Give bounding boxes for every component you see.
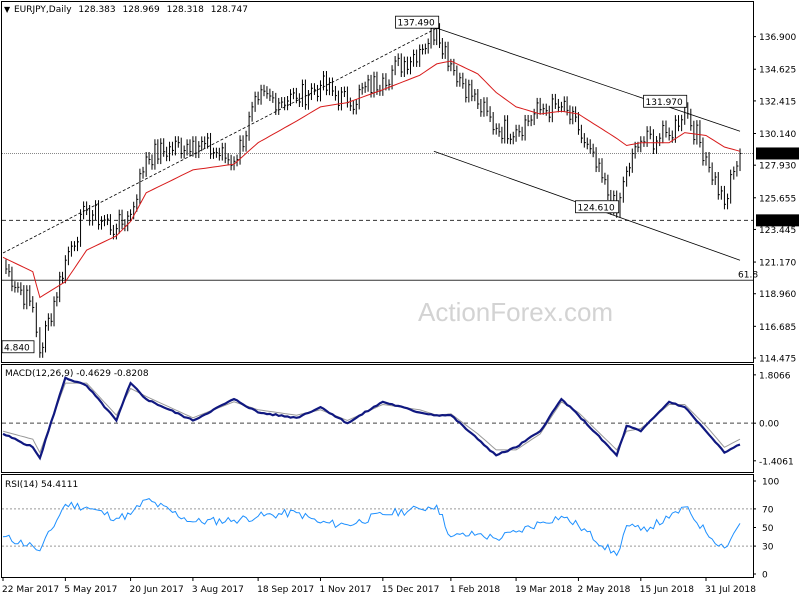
moving-average-line xyxy=(2,60,741,299)
annotation-label: 137.490 xyxy=(398,19,435,29)
annotation-label: 4.840 xyxy=(4,343,30,353)
rsi-tick-label: 50 xyxy=(762,524,774,534)
annotation-box xyxy=(395,15,440,29)
fib-level-label: 61.8 xyxy=(738,270,758,280)
support-level-label: 124.080 xyxy=(759,217,796,227)
price-tick-label: 114.475 xyxy=(759,355,796,365)
rsi-title: RSI(14) 54.4111 xyxy=(5,480,78,490)
macd-tick-label: 1.8066 xyxy=(759,371,791,381)
date-tick-label: 1 Feb 2018 xyxy=(450,585,501,595)
price-tick-label: 136.900 xyxy=(759,33,796,43)
price-panel xyxy=(1,1,754,363)
svg-text:EURJPY,Daily 128.383 1: EURJPY,Daily 128.383 128.969 128.318 128… xyxy=(14,5,248,15)
current-price-label-box xyxy=(756,147,799,160)
ohlc-bars xyxy=(5,23,742,358)
low-value: 128.318 xyxy=(167,5,204,15)
macd-tick-label: 0.00 xyxy=(759,420,779,430)
price-annotation: 124.610 xyxy=(575,200,620,214)
annotation-box xyxy=(575,200,620,214)
price-tick-label: 125.655 xyxy=(759,194,796,204)
annotation-box xyxy=(643,94,688,108)
annotation-label: 124.610 xyxy=(578,203,615,213)
price-tick-label: 123.445 xyxy=(759,226,796,236)
macd-title: MACD(12,26,9) -0.4629 -0.8208 xyxy=(5,369,149,379)
current-price-label: 128.747 xyxy=(759,150,796,160)
date-tick-label: 3 Aug 2017 xyxy=(192,585,244,595)
high-value: 128.969 xyxy=(123,5,160,15)
price-tick-label: 118.960 xyxy=(759,290,796,300)
rsi-tick-label: 0 xyxy=(762,571,768,581)
trendline xyxy=(436,27,741,132)
close-value: 128.747 xyxy=(211,5,248,15)
price-annotation: 137.490 xyxy=(395,15,440,29)
date-tick-label: 31 Jul 2018 xyxy=(705,585,756,595)
watermark: ActionForex.com xyxy=(418,297,613,327)
macd-line xyxy=(2,376,741,461)
date-tick-label: 15 Dec 2017 xyxy=(382,585,440,595)
macd-tick-label: -1.4061 xyxy=(759,457,794,467)
price-tick-label: 116.685 xyxy=(759,323,796,333)
price-tick-label: 134.625 xyxy=(759,66,796,76)
support-level-label-box xyxy=(756,214,799,227)
rsi-panel xyxy=(1,474,754,578)
date-tick-label: 18 Sep 2017 xyxy=(257,585,314,595)
price-tick-label: 121.170 xyxy=(759,259,796,269)
price-annotation: 131.970 xyxy=(643,94,688,108)
trendline xyxy=(2,27,437,254)
rsi-line xyxy=(2,498,741,557)
date-tick-label: 5 May 2017 xyxy=(64,585,117,595)
collapse-arrow-icon[interactable]: ▼ xyxy=(4,5,11,14)
price-annotation: 4.840 xyxy=(1,340,35,354)
macd-panel xyxy=(1,364,754,473)
date-tick-label: 1 Nov 2017 xyxy=(319,585,371,595)
rsi-tick-label: 70 xyxy=(762,505,774,515)
price-tick-label: 127.930 xyxy=(759,162,796,172)
date-tick-label: 2 May 2018 xyxy=(577,585,630,595)
rsi-tick-label: 100 xyxy=(762,478,779,488)
rsi-tick-label: 30 xyxy=(762,543,774,553)
price-tick-label: 132.415 xyxy=(759,97,796,107)
date-tick-label: 22 Mar 2017 xyxy=(2,585,59,595)
price-tick-label: 130.140 xyxy=(759,130,796,140)
annotation-box xyxy=(1,340,35,354)
symbol-label: EURJPY,Daily xyxy=(14,5,72,15)
open-value: 128.383 xyxy=(78,5,115,15)
date-tick-label: 15 Jun 2018 xyxy=(640,585,694,595)
date-tick-label: 19 Mar 2018 xyxy=(515,585,572,595)
date-tick-label: 20 Jun 2017 xyxy=(130,585,184,595)
annotation-label: 131.970 xyxy=(646,98,683,108)
